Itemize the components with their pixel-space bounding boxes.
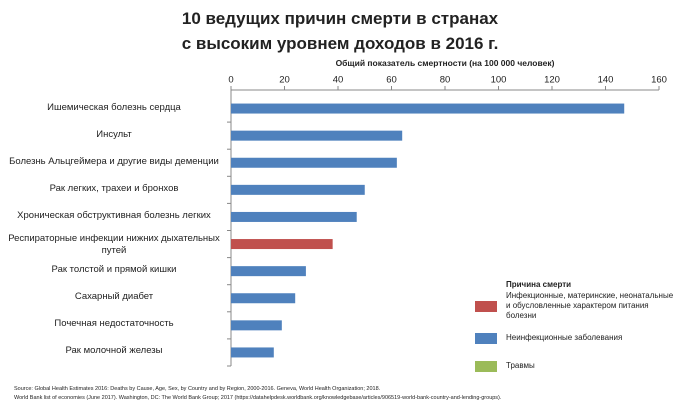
x-tick-label: 120 bbox=[544, 75, 560, 86]
legend-label: Неинфекционные заболевания bbox=[506, 333, 623, 342]
bar bbox=[231, 157, 397, 168]
chart-title: 10 ведущих причин смерти в странах с выс… bbox=[181, 9, 499, 53]
x-tick-label: 20 bbox=[279, 75, 290, 86]
y-tick-label: Инсульт bbox=[96, 128, 132, 140]
y-tick-label: Хроническая обструктивная болезнь легких bbox=[17, 209, 211, 221]
x-tick-label: 100 bbox=[491, 75, 507, 86]
y-tick-label: Сахарный диабет bbox=[74, 291, 154, 303]
y-tick-label: Почечная недостаточность bbox=[54, 318, 174, 330]
y-tick-label: Ишемическая болезнь сердца bbox=[47, 101, 181, 113]
bar bbox=[231, 293, 296, 304]
bar bbox=[231, 347, 274, 358]
y-tick-label: Респираторные инфекции нижних дыхательны… bbox=[8, 233, 220, 257]
y-tick-label: Болезнь Альцгеймера и другие виды деменц… bbox=[9, 155, 219, 167]
bar bbox=[231, 184, 365, 195]
y-tick-label: Рак толстой и прямой кишки bbox=[51, 264, 177, 276]
source-note: Source: Global Health Estimates 2016: De… bbox=[14, 386, 381, 392]
legend-swatch bbox=[475, 301, 497, 312]
bar bbox=[231, 320, 282, 331]
bar bbox=[231, 211, 357, 222]
x-axis-label: Общий показатель смертности (на 100 000 … bbox=[335, 58, 555, 68]
legend-swatch bbox=[475, 361, 497, 372]
x-tick-label: 80 bbox=[440, 75, 451, 86]
bar bbox=[231, 103, 625, 114]
x-tick-label: 60 bbox=[386, 75, 397, 86]
legend-swatch bbox=[475, 333, 497, 344]
bar bbox=[231, 239, 333, 250]
bar bbox=[231, 130, 403, 141]
y-tick-label: Рак легких, трахеи и бронхов bbox=[49, 182, 179, 194]
x-tick-label: 160 bbox=[651, 75, 667, 86]
y-tick-label: Рак молочной железы bbox=[65, 345, 163, 357]
legend-title: Причина смерти bbox=[506, 280, 572, 289]
legend-label: Инфекционные, материнские, неонатальные … bbox=[506, 291, 674, 320]
bar bbox=[231, 266, 306, 277]
source-note: World Bank list of economies (June 2017)… bbox=[14, 395, 502, 401]
x-tick-label: 140 bbox=[598, 75, 614, 86]
legend-label: Травмы bbox=[506, 361, 535, 370]
x-tick-label: 40 bbox=[333, 75, 344, 86]
x-tick-label: 0 bbox=[228, 75, 233, 86]
